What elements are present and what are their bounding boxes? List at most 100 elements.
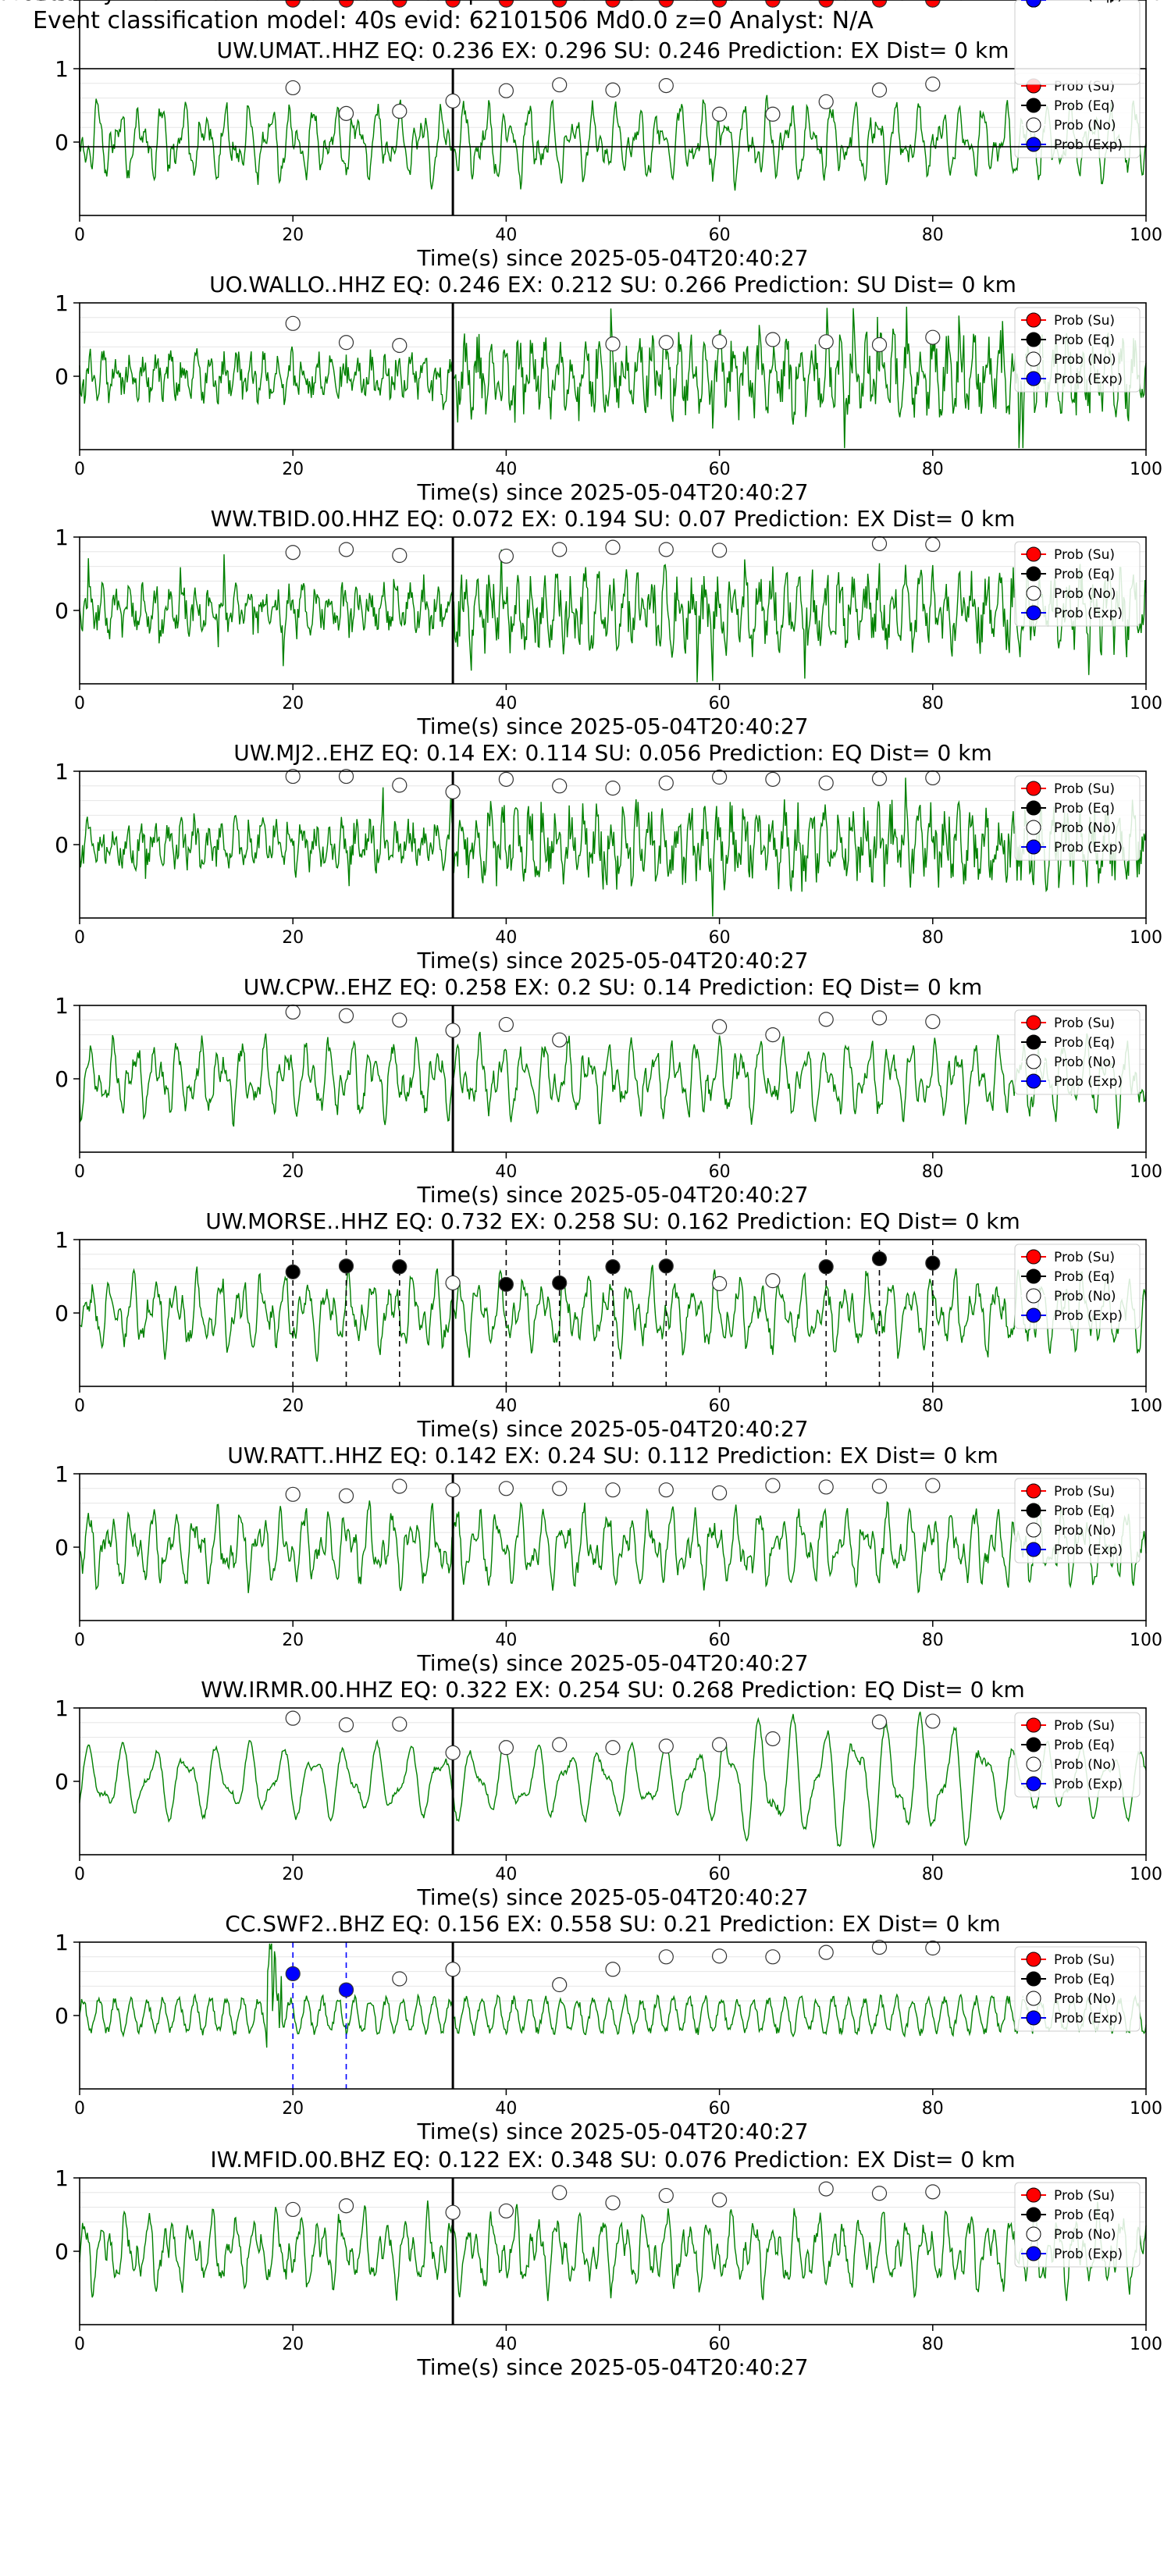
x-tick-label: 60 (709, 0, 731, 5)
panel-title: WW.TBID.00.HHZ EQ: 0.072 EX: 0.194 SU: 0… (211, 506, 1016, 532)
prob-point-no (285, 768, 301, 785)
prob-point-no (392, 103, 408, 119)
prob-point-no (658, 542, 674, 557)
x-tick-label: 40 (495, 226, 517, 245)
plot-frame (79, 1707, 1147, 1856)
legend-box (1014, 0, 1141, 85)
legend-box (1014, 1244, 1141, 1329)
panel-title: UW.UMAT..HHZ EQ: 0.236 EX: 0.296 SU: 0.2… (217, 37, 1009, 63)
x-tick-label: 0 (74, 928, 85, 948)
legend-label-su: Prob (Su) (1054, 1250, 1115, 1265)
y-tick-label: 1 (55, 1461, 69, 1487)
legend-marker-su (1026, 312, 1041, 328)
prob-point-no (765, 1731, 781, 1747)
prob-point-no (338, 1488, 354, 1503)
waveform-trace (79, 1500, 1147, 1594)
x-tick-label: 80 (922, 460, 944, 479)
prob-point-no (658, 335, 674, 350)
legend-marker-no (1026, 1054, 1041, 1069)
mean-point-su (925, 0, 941, 8)
prob-point-no (711, 1948, 728, 1964)
prob-point-no (925, 1478, 941, 1493)
legend-label-eq: Prob (Eq) (1054, 1972, 1115, 1987)
prob-point-no (765, 332, 781, 347)
legend-label-no: Prob (No) (1054, 1991, 1116, 2007)
y-tick-label: 1 (55, 759, 69, 785)
prob-point-no (445, 784, 461, 799)
x-tick-label: 100 (1130, 1162, 1162, 1182)
x-tick-label: 0 (74, 1162, 85, 1182)
x-axis-label: Time(s) since 2025-05-04T20:40:27 (416, 479, 808, 505)
legend-label-no: Prob (No) (1054, 1757, 1116, 1773)
prob-point-exp (338, 1982, 354, 1998)
x-tick-label: 0 (74, 0, 85, 5)
prob-point-no (658, 78, 674, 94)
prob-point-no (925, 770, 941, 786)
prob-point-no (871, 1010, 888, 1026)
prob-point-no (658, 1482, 674, 1498)
prob-point-no (711, 1485, 728, 1501)
legend-box (1014, 1946, 1141, 2032)
panel-title: UW.MORSE..HHZ EQ: 0.732 EX: 0.258 SU: 0.… (205, 1208, 1020, 1234)
prob-point-no (871, 82, 888, 98)
y-tick-label: 1 (55, 290, 69, 316)
x-tick-label: 60 (709, 694, 731, 713)
legend-marker-su (1026, 781, 1041, 796)
legend-marker-su (1026, 1952, 1041, 1967)
x-tick-label: 100 (1130, 0, 1162, 5)
x-tick-label: 100 (1130, 1397, 1162, 1416)
legend-marker-su (1026, 1717, 1041, 1733)
prob-point-no (871, 336, 888, 353)
legend-marker-eq (1026, 98, 1041, 113)
prob-point-eq (818, 1259, 834, 1275)
figure-title: Event classification model: 40s evid: 62… (33, 7, 874, 34)
prob-point-no (605, 781, 621, 796)
legend-box (1014, 775, 1141, 861)
legend-marker-exp (1026, 0, 1041, 8)
x-tick-label: 60 (709, 1865, 731, 1884)
legend-label-su: Prob (Su) (1054, 313, 1115, 329)
x-tick-label: 60 (709, 460, 731, 479)
plot-frame (79, 302, 1147, 450)
legend-label-su: Prob (Su) (1054, 781, 1115, 797)
legend-label-eq: Prob (Eq) (1054, 567, 1115, 582)
prob-point-no (445, 1023, 461, 1038)
y-tick-label: 0 (55, 2003, 69, 2029)
legend-box (1014, 1712, 1141, 1798)
prob-point-no (711, 769, 728, 785)
x-tick-label: 0 (74, 460, 85, 479)
x-axis-label: Time(s) since 2025-05-04T20:40:27 (416, 1884, 808, 1910)
panel-8: WW.IRMR.00.HHZ EQ: 0.322 EX: 0.254 SU: 0… (55, 1677, 1162, 1910)
mean-point-su (285, 0, 301, 8)
panel-4: UW.MJ2..EHZ EQ: 0.14 EX: 0.114 SU: 0.056… (55, 740, 1162, 973)
prob-point-no (498, 83, 514, 98)
prob-point-no (605, 1482, 621, 1498)
legend-marker-eq (1026, 800, 1041, 816)
panel-title: WW.IRMR.00.HHZ EQ: 0.322 EX: 0.254 SU: 0… (201, 1677, 1025, 1703)
prob-point-no (765, 106, 781, 122)
x-axis-label: Time(s) since 2025-05-04T20:40:27 (416, 1650, 808, 1676)
x-tick-label: 0 (74, 2335, 85, 2354)
prob-point-no (445, 93, 461, 109)
prob-point-no (498, 548, 514, 564)
legend-marker-no (1026, 1991, 1041, 2006)
legend-label-su: Prob (Su) (1054, 547, 1115, 563)
waveform-trace (79, 306, 1147, 449)
prob-point-no (552, 778, 568, 794)
panel-6: UW.MORSE..HHZ EQ: 0.732 EX: 0.258 SU: 0.… (55, 1208, 1162, 1442)
y-tick-label: 0 (55, 1769, 69, 1795)
legend-label-su: Prob (Su) (1054, 1484, 1115, 1500)
waveform-trace (79, 549, 1147, 683)
x-tick-label: 100 (1130, 2099, 1162, 2119)
x-tick-label: 20 (282, 694, 304, 713)
prob-point-no (765, 771, 781, 787)
legend-marker-no (1026, 1288, 1041, 1304)
x-tick-label: 100 (1130, 694, 1162, 713)
x-tick-label: 40 (495, 460, 517, 479)
legend-label-eq: Prob (Eq) (1054, 801, 1115, 817)
x-tick-label: 20 (282, 1397, 304, 1416)
x-tick-label: 40 (495, 928, 517, 948)
prob-point-eq (605, 1259, 621, 1275)
prob-point-no (871, 2186, 888, 2201)
